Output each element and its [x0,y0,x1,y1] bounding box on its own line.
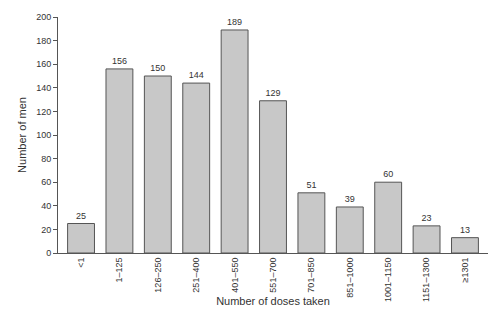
svg-text:200: 200 [36,12,51,22]
svg-text:60: 60 [41,177,51,187]
svg-text:60: 60 [383,169,393,179]
svg-text:≥1301: ≥1301 [460,258,470,283]
svg-text:25: 25 [76,211,86,221]
svg-text:401–550: 401–550 [230,258,240,293]
svg-text:189: 189 [227,17,242,27]
svg-text:160: 160 [36,59,51,69]
svg-text:1001–1150: 1001–1150 [383,258,393,302]
svg-text:551–700: 551–700 [268,258,278,293]
svg-text:39: 39 [345,194,355,204]
svg-text:140: 140 [36,83,51,93]
svg-text:120: 120 [36,107,51,117]
svg-text:Number of men: Number of men [16,97,28,173]
svg-text:129: 129 [265,88,280,98]
svg-text:23: 23 [422,213,432,223]
svg-text:1151–1300: 1151–1300 [421,258,431,302]
svg-text:51: 51 [306,180,316,190]
svg-text:100: 100 [36,130,51,140]
svg-text:701–850: 701–850 [306,258,316,293]
svg-text:1–125: 1–125 [114,258,124,283]
svg-text:126–250: 126–250 [153,258,163,293]
svg-text:20: 20 [41,225,51,235]
svg-text:144: 144 [189,70,204,80]
svg-text:251–400: 251–400 [191,258,201,293]
svg-text:13: 13 [460,225,470,235]
svg-text:180: 180 [36,36,51,46]
svg-text:<1: <1 [76,258,86,268]
svg-text:Number of doses taken: Number of doses taken [216,295,330,307]
svg-text:80: 80 [41,154,51,164]
svg-text:156: 156 [112,56,127,66]
svg-text:0: 0 [46,248,51,258]
svg-text:851–1000: 851–1000 [345,258,355,298]
svg-text:150: 150 [150,63,165,73]
svg-text:40: 40 [41,201,51,211]
